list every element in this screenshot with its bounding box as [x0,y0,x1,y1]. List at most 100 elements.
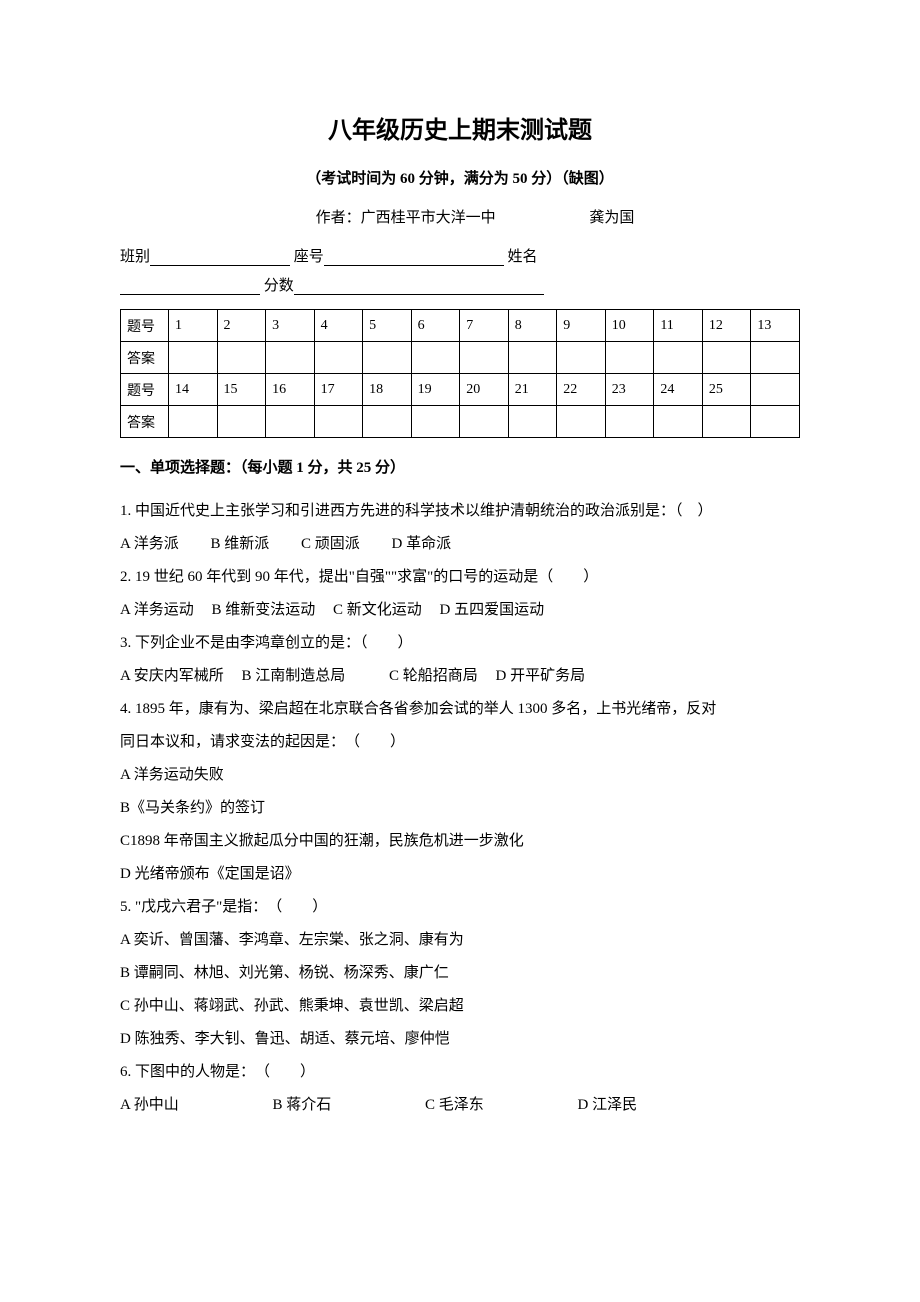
cell: 18 [363,374,412,406]
option-b: B 谭嗣同、林旭、刘光第、杨锐、杨深秀、康广仁 [120,957,800,990]
cell [654,342,703,374]
cell [557,406,606,438]
option-b: B 蒋介石 [273,1089,332,1122]
row-label: 答案 [121,342,169,374]
cell [751,374,800,406]
cell: 14 [169,374,218,406]
cell [702,406,751,438]
cell: 25 [702,374,751,406]
table-row: 答案 [121,406,800,438]
question-2: 2. 19 世纪 60 年代到 90 年代，提出"自强""求富"的口号的运动是（… [120,561,800,627]
cell: 5 [363,310,412,342]
cell: 4 [314,310,363,342]
row-label: 题号 [121,374,169,406]
name-blank [120,277,260,295]
cell [363,342,412,374]
cell [460,406,509,438]
cell [751,406,800,438]
cell: 19 [411,374,460,406]
author-line: 作者：广西桂平市大洋一中 龚为国 [120,206,800,227]
question-5: 5. "戊戌六君子"是指： （ ） A 奕䜣、曾国藩、李鸿章、左宗棠、张之洞、康… [120,891,800,1056]
cell [751,342,800,374]
option-c: C 新文化运动 [333,594,422,627]
cell: 17 [314,374,363,406]
cell: 13 [751,310,800,342]
question-options: A 孙中山 B 蒋介石 C 毛泽东 D 江泽民 [120,1089,800,1122]
question-text: 6. 下图中的人物是： （ ） [120,1056,800,1089]
cell [314,342,363,374]
question-options: A 洋务运动 B 维新变法运动 C 新文化运动 D 五四爱国运动 [120,594,800,627]
cell [605,406,654,438]
row-label: 题号 [121,310,169,342]
option-d: D 江泽民 [578,1089,638,1122]
cell [266,342,315,374]
cell [169,342,218,374]
question-options: A 洋务派 B 维新派 C 顽固派 D 革命派 [120,528,800,561]
question-1: 1. 中国近代史上主张学习和引进西方先进的科学技术以维护清朝统治的政治派别是：（… [120,495,800,561]
option-c: C 孙中山、蒋翊武、孙武、熊秉坤、袁世凯、梁启超 [120,990,800,1023]
cell: 23 [605,374,654,406]
question-3: 3. 下列企业不是由李鸿章创立的是：（ ） A 安庆内军械所 B 江南制造总局 … [120,627,800,693]
cell [508,342,557,374]
seat-label: 座号 [294,249,324,265]
section-header: 一、单项选择题：（每小题 1 分，共 25 分） [120,456,800,477]
cell [217,406,266,438]
cell [605,342,654,374]
form-line-2: 分数 [120,274,800,295]
page-title: 八年级历史上期末测试题 [120,110,800,145]
cell [508,406,557,438]
option-b: B 江南制造总局 [242,660,346,693]
row-label: 答案 [121,406,169,438]
table-row: 答案 [121,342,800,374]
name-label: 姓名 [508,249,538,265]
question-options: A 安庆内军械所 B 江南制造总局 C 轮船招商局 D 开平矿务局 [120,660,800,693]
cell [217,342,266,374]
cell: 20 [460,374,509,406]
question-text: 2. 19 世纪 60 年代到 90 年代，提出"自强""求富"的口号的运动是（… [120,561,800,594]
question-text: 5. "戊戌六君子"是指： （ ） [120,891,800,924]
question-text: 4. 1895 年，康有为、梁启超在北京联合各省参加会试的举人 1300 多名，… [120,693,800,726]
option-b: B 维新派 [211,528,270,561]
question-4: 4. 1895 年，康有为、梁启超在北京联合各省参加会试的举人 1300 多名，… [120,693,800,891]
cell: 7 [460,310,509,342]
form-line-1: 班别 座号 姓名 [120,245,800,266]
cell [411,406,460,438]
cell: 21 [508,374,557,406]
option-b: B 维新变法运动 [212,594,316,627]
cell: 12 [702,310,751,342]
page-subtitle: （考试时间为 60 分钟，满分为 50 分）（缺图） [120,167,800,188]
score-blank [294,277,544,295]
answer-table: 题号 1 2 3 4 5 6 7 8 9 10 11 12 13 答案 题号 1… [120,309,800,438]
class-label: 班别 [120,249,150,265]
table-row: 题号 1 2 3 4 5 6 7 8 9 10 11 12 13 [121,310,800,342]
cell [169,406,218,438]
question-6: 6. 下图中的人物是： （ ） A 孙中山 B 蒋介石 C 毛泽东 D 江泽民 [120,1056,800,1122]
cell: 11 [654,310,703,342]
option-c: C1898 年帝国主义掀起瓜分中国的狂潮，民族危机进一步激化 [120,825,800,858]
option-a: A 安庆内军械所 [120,660,224,693]
option-a: A 孙中山 [120,1089,179,1122]
option-a: A 奕䜣、曾国藩、李鸿章、左宗棠、张之洞、康有为 [120,924,800,957]
cell [557,342,606,374]
author-name: 龚为国 [589,206,634,227]
option-c: C 轮船招商局 [389,660,478,693]
cell [363,406,412,438]
cell: 8 [508,310,557,342]
cell: 1 [169,310,218,342]
score-label: 分数 [264,278,294,294]
cell [702,342,751,374]
option-d: D 开平矿务局 [496,660,586,693]
cell: 2 [217,310,266,342]
option-b: B《马关条约》的签订 [120,792,800,825]
cell [460,342,509,374]
option-a: A 洋务派 [120,528,179,561]
table-row: 题号 14 15 16 17 18 19 20 21 22 23 24 25 [121,374,800,406]
class-blank [150,248,290,266]
cell: 10 [605,310,654,342]
cell: 16 [266,374,315,406]
cell [654,406,703,438]
option-a: A 洋务运动失败 [120,759,800,792]
seat-blank [324,248,504,266]
cell [266,406,315,438]
option-c: C 毛泽东 [425,1089,484,1122]
